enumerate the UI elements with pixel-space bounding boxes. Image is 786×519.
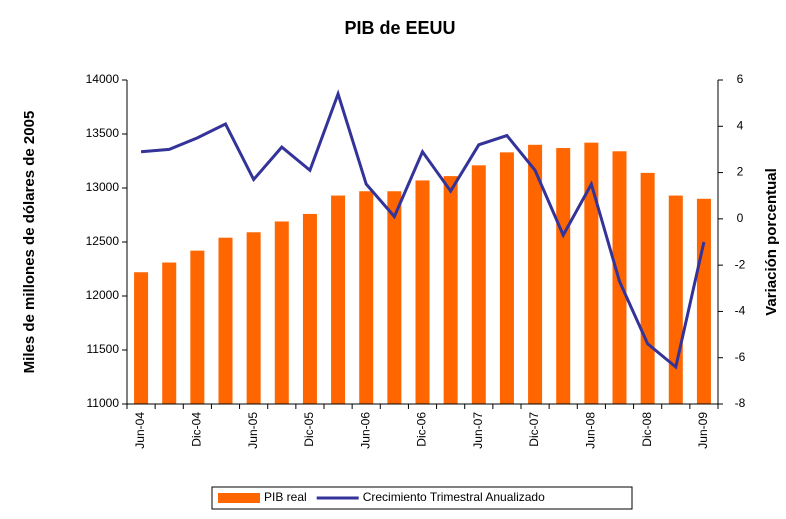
y2-axis-title: Variación porcentual <box>763 168 780 316</box>
y-tick-label: 13500 <box>86 126 120 140</box>
y2-tick-label: -8 <box>735 396 746 410</box>
bar <box>584 142 599 404</box>
y-tick-label: 13000 <box>86 180 120 194</box>
bar <box>499 152 514 404</box>
y2-tick-label: 4 <box>737 118 744 132</box>
y-tick-label: 11000 <box>87 396 120 410</box>
x-tick-label: Dic-07 <box>527 412 541 447</box>
bar <box>471 165 486 404</box>
y-tick-label: 14000 <box>86 72 120 86</box>
y-tick-label: 12500 <box>86 234 120 248</box>
bar <box>668 195 683 404</box>
bar <box>302 213 317 404</box>
x-tick-label: Jun-04 <box>133 412 147 449</box>
bar <box>274 221 289 404</box>
bar <box>528 144 543 405</box>
x-tick-label: Jun-05 <box>246 412 260 449</box>
y2-tick-label: -6 <box>735 350 746 364</box>
line-series <box>140 89 706 370</box>
x-tick-label: Dic-06 <box>415 412 429 447</box>
y-axis-title: Miles de millones de dólares de 2005 <box>21 111 38 374</box>
bar <box>246 232 261 404</box>
x-tick-label: Jun-08 <box>584 412 598 449</box>
legend-box <box>211 486 633 510</box>
y-tick-label: 12000 <box>86 288 120 302</box>
bar <box>415 180 430 404</box>
x-tick-label: Jun-06 <box>358 412 372 449</box>
bar <box>556 148 571 404</box>
bar <box>162 262 177 404</box>
y2-tick-label: 0 <box>737 211 744 225</box>
x-tick-label: Dic-08 <box>640 412 654 447</box>
x-tick-label: Jun-07 <box>471 412 485 449</box>
y2-tick-label: -2 <box>735 257 746 271</box>
x-tick-label: Dic-05 <box>302 412 316 447</box>
legend-label: Crecimiento Trimestral Anualizado <box>363 490 545 504</box>
bar <box>190 250 205 404</box>
y-tick-label: 11500 <box>87 342 120 356</box>
y2-tick-label: 6 <box>737 72 744 86</box>
x-tick-label: Dic-04 <box>190 412 204 447</box>
legend-label: PIB real <box>264 490 307 504</box>
bar <box>387 191 402 404</box>
bar <box>359 191 374 404</box>
bar <box>696 198 711 404</box>
bar <box>443 176 458 404</box>
bar <box>134 272 149 404</box>
y2-tick-label: -4 <box>735 304 746 318</box>
y2-tick-label: 2 <box>737 165 744 179</box>
bar <box>218 237 233 404</box>
x-tick-label: Jun-09 <box>696 412 710 449</box>
bar <box>640 172 655 404</box>
chart-title: PIB de EEUU <box>344 18 455 38</box>
bar <box>331 195 346 404</box>
legend-swatch <box>218 493 260 503</box>
